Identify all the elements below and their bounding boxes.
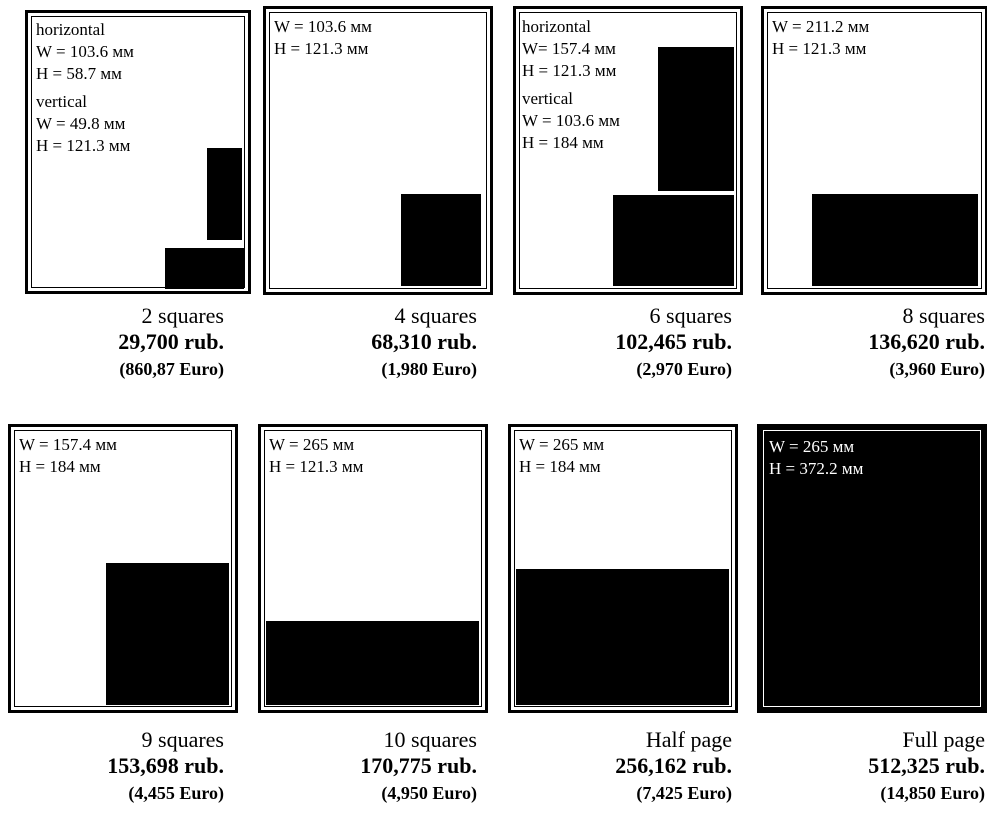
- spec-line: vertical: [36, 92, 87, 111]
- spec-line: W = 103.6 мм: [522, 111, 620, 130]
- panel-frame: [14, 430, 232, 707]
- ad-size-label: 4 squares: [394, 303, 477, 328]
- spec-line: H = 121.3 мм: [36, 136, 131, 155]
- ad-panel-10-squares: W = 265 мм H = 121.3 мм: [258, 424, 488, 713]
- panel-specs: W = 211.2 мм H = 121.3 мм: [772, 16, 869, 60]
- panel-caption: Half page 256,162 rub. (7,425 Euro): [615, 727, 732, 807]
- panel-specs: W = 265 мм H = 372.2 мм: [769, 436, 863, 480]
- panel-frame: [519, 12, 737, 289]
- ad-panel-6-squares: horizontal W= 157.4 мм H = 121.3 мм vert…: [513, 6, 743, 295]
- panel-caption: 10 squares 170,775 rub. (4,950 Euro): [360, 727, 477, 807]
- spec-line: H = 184 мм: [519, 457, 601, 476]
- price-euro: (3,960 Euro): [889, 359, 985, 379]
- ad-block: [266, 621, 479, 705]
- panel-frame: [767, 12, 982, 289]
- ad-size-label: 10 squares: [383, 727, 477, 752]
- price-euro: (14,850 Euro): [880, 783, 985, 803]
- ad-panel-full-page: W = 265 мм H = 372.2 мм: [757, 424, 987, 713]
- spec-line: H = 58.7 мм: [36, 64, 122, 83]
- price-euro: (860,87 Euro): [119, 359, 224, 379]
- panel-specs: horizontal W = 103.6 мм H = 58.7 мм vert…: [36, 19, 134, 157]
- ad-panel-4-squares: W = 103.6 мм H = 121.3 мм: [263, 6, 493, 295]
- spec-line: W = 49.8 мм: [36, 114, 126, 133]
- price-euro: (1,980 Euro): [381, 359, 477, 379]
- ad-block: [401, 194, 481, 286]
- ad-size-label: 8 squares: [902, 303, 985, 328]
- panel-specs: W = 157.4 мм H = 184 мм: [19, 434, 117, 478]
- price-rub: 102,465 rub.: [615, 329, 732, 354]
- panel-frame: [763, 430, 981, 707]
- panel-frame: [31, 16, 245, 288]
- panel-frame: [264, 430, 482, 707]
- spec-line: vertical: [522, 89, 573, 108]
- spec-line: W = 265 мм: [519, 435, 605, 454]
- panel-frame: [514, 430, 732, 707]
- spec-line: H = 372.2 мм: [769, 459, 864, 478]
- price-euro: (7,425 Euro): [636, 783, 732, 803]
- spec-line: H = 121.3 мм: [269, 457, 364, 476]
- ad-block: [812, 194, 978, 286]
- price-rub: 512,325 rub.: [868, 753, 985, 778]
- panel-caption: 8 squares 136,620 rub. (3,960 Euro): [868, 303, 985, 383]
- price-rub: 170,775 rub.: [360, 753, 477, 778]
- ad-block-vertical: [207, 148, 242, 240]
- ad-panel-8-squares: W = 211.2 мм H = 121.3 мм: [761, 6, 987, 295]
- spec-line: H = 121.3 мм: [772, 39, 867, 58]
- spec-line: H = 184 мм: [522, 133, 604, 152]
- price-rub: 256,162 rub.: [615, 753, 732, 778]
- panel-specs: W = 265 мм H = 121.3 мм: [269, 434, 363, 478]
- ad-size-label: 6 squares: [649, 303, 732, 328]
- ad-size-label: Full page: [902, 727, 986, 752]
- price-rub: 136,620 rub.: [868, 329, 985, 354]
- price-rub: 68,310 rub.: [371, 329, 477, 354]
- price-rub: 153,698 rub.: [107, 753, 224, 778]
- spec-line: W = 157.4 мм: [19, 435, 117, 454]
- panel-frame: [269, 12, 487, 289]
- panel-caption: 4 squares 68,310 rub. (1,980 Euro): [371, 303, 477, 383]
- ad-size-label: 9 squares: [141, 727, 224, 752]
- price-euro: (4,455 Euro): [128, 783, 224, 803]
- spec-line: H = 184 мм: [19, 457, 101, 476]
- spec-line: horizontal: [36, 20, 105, 39]
- price-euro: (4,950 Euro): [381, 783, 477, 803]
- spec-line: W= 157.4 мм: [522, 39, 616, 58]
- ad-block: [106, 563, 229, 705]
- spec-line: W = 211.2 мм: [772, 17, 870, 36]
- panel-specs: W = 265 мм H = 184 мм: [519, 434, 604, 478]
- ad-size-label: 2 squares: [141, 303, 224, 328]
- spec-line: W = 103.6 мм: [274, 17, 372, 36]
- ad-panel-half-page: W = 265 мм H = 184 мм: [508, 424, 738, 713]
- ad-panel-2-squares: horizontal W = 103.6 мм H = 58.7 мм vert…: [25, 10, 251, 294]
- price-euro: (2,970 Euro): [636, 359, 732, 379]
- panel-specs: horizontal W= 157.4 мм H = 121.3 мм vert…: [522, 16, 620, 154]
- ad-block-horizontal: [165, 248, 244, 289]
- panel-caption: 9 squares 153,698 rub. (4,455 Euro): [107, 727, 224, 807]
- panel-specs: W = 103.6 мм H = 121.3 мм: [274, 16, 372, 60]
- spec-line: horizontal: [522, 17, 591, 36]
- price-rub: 29,700 rub.: [118, 329, 224, 354]
- spec-line: W = 265 мм: [269, 435, 355, 454]
- spec-line: H = 121.3 мм: [522, 61, 617, 80]
- ad-panel-9-squares: W = 157.4 мм H = 184 мм: [8, 424, 238, 713]
- spec-line: H = 121.3 мм: [274, 39, 369, 58]
- spec-line: W = 103.6 мм: [36, 42, 134, 61]
- ad-block: [516, 569, 729, 705]
- panel-caption: Full page 512,325 rub. (14,850 Euro): [868, 727, 985, 807]
- spec-line: W = 265 мм: [769, 437, 855, 456]
- ad-block-horizontal: [613, 195, 734, 286]
- ad-block-vertical: [658, 47, 734, 191]
- ad-size-label: Half page: [645, 727, 732, 752]
- panel-caption: 2 squares 29,700 rub. (860,87 Euro): [118, 303, 224, 383]
- panel-caption: 6 squares 102,465 rub. (2,970 Euro): [615, 303, 732, 383]
